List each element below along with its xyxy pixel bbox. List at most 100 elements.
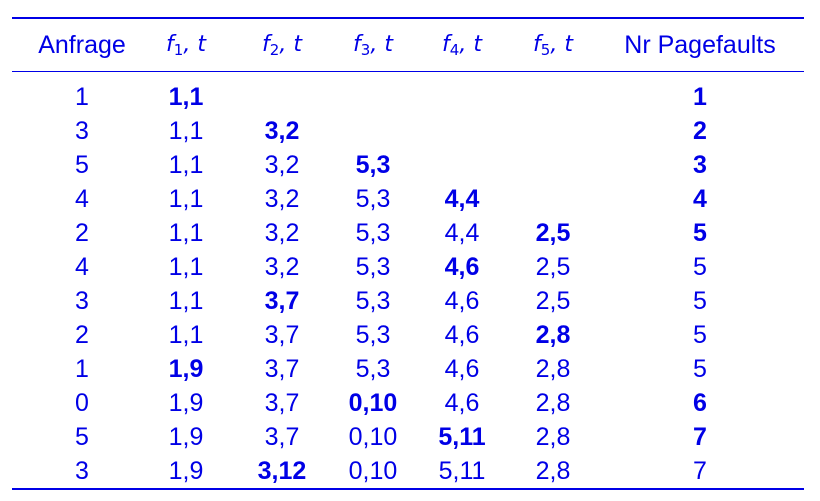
- cell-nr-pagefaults: 5: [693, 321, 707, 349]
- cell-anfrage: 3: [75, 457, 89, 485]
- cell-f4-t: 4,4: [444, 185, 480, 213]
- table-row: 3 1,1 3,2 2: [0, 114, 820, 148]
- cell-anfrage: 2: [75, 219, 89, 247]
- table-body: 1 1,1 1 3 1,1 3,2 2 5 1,1 3,2 5,3 3 4 1,1 3,2 5,3 4,4 4 2 1…: [0, 80, 820, 488]
- header-nr-pagefaults: Nr Pagefaults: [624, 31, 776, 59]
- header-f5-t: f5, t: [533, 32, 573, 59]
- table-bottom-rule: [12, 488, 804, 490]
- cell-f4-t: 4,4: [444, 219, 480, 247]
- cell-f1-t: 1,1: [168, 83, 204, 111]
- cell-anfrage: 4: [75, 185, 89, 213]
- cell-f3-t: [323, 80, 423, 114]
- table-row: 4 1,1 3,2 5,3 4,4 4: [0, 182, 820, 216]
- cell-f3-t: 5,3: [355, 253, 391, 281]
- cell-f5-t: 2,5: [535, 219, 571, 247]
- cell-f1-t: 1,1: [168, 219, 204, 247]
- table-header: Anfrage f1, t f2, t f3, t f4, t f5, t Nr…: [0, 25, 820, 65]
- cell-f2-t: 3,7: [264, 423, 300, 451]
- cell-f1-t: 1,1: [168, 321, 204, 349]
- cell-anfrage: 0: [75, 389, 89, 417]
- cell-f3-t: 5,3: [355, 219, 391, 247]
- cell-f4-t: 4,6: [444, 389, 480, 417]
- cell-anfrage: 1: [75, 355, 89, 383]
- table-row: 0 1,9 3,7 0,10 4,6 2,8 6: [0, 386, 820, 420]
- cell-f2-t: 3,7: [264, 389, 300, 417]
- cell-f1-t: 1,9: [168, 457, 204, 485]
- cell-f3-t: 0,10: [348, 457, 398, 485]
- table-row: 4 1,1 3,2 5,3 4,6 2,5 5: [0, 250, 820, 284]
- header-f4-t: f4, t: [442, 32, 482, 59]
- cell-f2-t: 3,2: [264, 117, 300, 145]
- cell-nr-pagefaults: 5: [693, 253, 707, 281]
- cell-f3-t: [323, 114, 423, 148]
- cell-f1-t: 1,1: [168, 117, 204, 145]
- cell-f4-t: [412, 80, 512, 114]
- cell-anfrage: 3: [75, 287, 89, 315]
- cell-f1-t: 1,9: [168, 423, 204, 451]
- header-f1-t: f1, t: [166, 32, 206, 59]
- cell-f4-t: [412, 148, 512, 182]
- cell-f2-t: 3,7: [264, 287, 300, 315]
- table-top-rule: [12, 17, 804, 19]
- cell-f5-t: 2,8: [535, 389, 571, 417]
- cell-f5-t: [503, 114, 603, 148]
- cell-anfrage: 4: [75, 253, 89, 281]
- cell-f5-t: 2,5: [535, 287, 571, 315]
- cell-f1-t: 1,9: [168, 355, 204, 383]
- cell-nr-pagefaults: 5: [693, 355, 707, 383]
- header-anfrage: Anfrage: [38, 31, 126, 59]
- cell-anfrage: 1: [75, 83, 89, 111]
- table-row: 5 1,1 3,2 5,3 3: [0, 148, 820, 182]
- cell-f2-t: 3,12: [257, 457, 307, 485]
- cell-f5-t: 2,5: [535, 253, 571, 281]
- cell-f5-t: 2,8: [535, 423, 571, 451]
- cell-nr-pagefaults: 1: [693, 83, 707, 111]
- cell-f2-t: 3,2: [264, 185, 300, 213]
- cell-f4-t: 4,6: [444, 253, 480, 281]
- cell-f3-t: 5,3: [355, 355, 391, 383]
- table-row: 3 1,9 3,12 0,10 5,11 2,8 7: [0, 454, 820, 488]
- cell-nr-pagefaults: 6: [693, 389, 707, 417]
- cell-f2-t: 3,2: [264, 253, 300, 281]
- cell-f2-t: 3,2: [264, 151, 300, 179]
- cell-nr-pagefaults: 4: [693, 185, 707, 213]
- table-header-rule: [12, 71, 804, 72]
- cell-f3-t: 5,3: [355, 321, 391, 349]
- cell-anfrage: 2: [75, 321, 89, 349]
- cell-f1-t: 1,1: [168, 287, 204, 315]
- cell-f5-t: [503, 148, 603, 182]
- cell-f4-t: 5,11: [438, 457, 486, 485]
- header-f2-t: f2, t: [262, 32, 302, 59]
- cell-f1-t: 1,1: [168, 253, 204, 281]
- cell-anfrage: 5: [75, 423, 89, 451]
- cell-nr-pagefaults: 3: [693, 151, 707, 179]
- cell-f2-t: 3,2: [264, 219, 300, 247]
- cell-f4-t: 4,6: [444, 355, 480, 383]
- header-f3-t: f3, t: [353, 32, 393, 59]
- cell-nr-pagefaults: 5: [693, 287, 707, 315]
- cell-f2-t: 3,7: [264, 355, 300, 383]
- table-row: 2 1,1 3,2 5,3 4,4 2,5 5: [0, 216, 820, 250]
- cell-f4-t: 4,6: [444, 287, 480, 315]
- cell-nr-pagefaults: 2: [693, 117, 707, 145]
- cell-f5-t: [503, 80, 603, 114]
- cell-f3-t: 5,3: [355, 151, 391, 179]
- cell-f4-t: [412, 114, 512, 148]
- cell-f4-t: 5,11: [438, 423, 486, 451]
- cell-f1-t: 1,1: [168, 151, 204, 179]
- cell-nr-pagefaults: 5: [693, 219, 707, 247]
- cell-anfrage: 5: [75, 151, 89, 179]
- cell-f5-t: 2,8: [535, 457, 571, 485]
- cell-f5-t: 2,8: [535, 321, 571, 349]
- table-row: 2 1,1 3,7 5,3 4,6 2,8 5: [0, 318, 820, 352]
- cell-f3-t: 0,10: [348, 423, 398, 451]
- cell-anfrage: 3: [75, 117, 89, 145]
- cell-nr-pagefaults: 7: [693, 423, 707, 451]
- cell-f2-t: 3,7: [264, 321, 300, 349]
- cell-f2-t: [232, 80, 332, 114]
- table-row: 3 1,1 3,7 5,3 4,6 2,5 5: [0, 284, 820, 318]
- cell-f5-t: 2,8: [535, 355, 571, 383]
- table-row: 5 1,9 3,7 0,10 5,11 2,8 7: [0, 420, 820, 454]
- cell-f3-t: 0,10: [348, 389, 398, 417]
- cell-f5-t: [503, 182, 603, 216]
